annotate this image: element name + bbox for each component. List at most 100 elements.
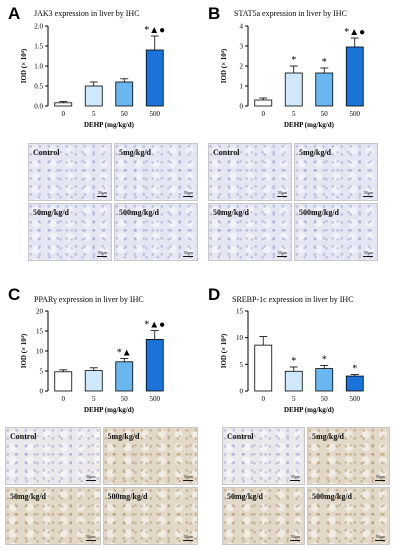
photo-label: 50mg/kg/d — [33, 208, 70, 217]
y-tick-label: 1.0 — [34, 63, 43, 71]
photo-label: Control — [213, 148, 240, 157]
x-tick-label: 50 — [321, 395, 329, 403]
scale-bar — [85, 480, 96, 481]
scale-bar — [97, 196, 107, 197]
significance-marker: *▲ — [117, 348, 132, 359]
chart-title: PPARγ expression in liver by IHC — [34, 295, 144, 304]
x-tick-label: 50 — [321, 110, 329, 118]
scale-bar — [375, 540, 385, 541]
bar — [115, 361, 134, 392]
bar — [84, 85, 103, 107]
panel-letter: D — [208, 285, 221, 304]
significance-marker: * — [291, 55, 296, 66]
ihc-photo: Control 50μm — [222, 427, 305, 485]
bar — [315, 72, 334, 107]
bar — [284, 370, 303, 392]
ihc-photo: 500mg/kg/d 50μm — [114, 203, 198, 261]
x-tick-label: 50 — [121, 395, 129, 403]
bar — [145, 49, 164, 107]
scale-bar-label: 50μm — [375, 474, 385, 479]
y-tick-label: 10 — [236, 334, 244, 342]
ihc-photo: 50mg/kg/d 50μm — [28, 203, 112, 261]
y-axis-label: IOD (× 10⁴) — [220, 333, 228, 368]
x-tick-label: 0 — [262, 395, 266, 403]
ihc-photo-grid: Control 50μm 5mg/kg/d 50μm 50mg/kg/d 50μm 500m… — [208, 143, 378, 261]
significance-marker: *▲● — [344, 27, 365, 38]
bar — [254, 99, 273, 107]
ihc-photo: 500mg/kg/d 50μm — [102, 487, 198, 545]
bar — [84, 370, 103, 392]
ihc-photo: 500mg/kg/d 50μm — [307, 487, 390, 545]
y-tick-label: 1.5 — [34, 43, 43, 51]
y-tick-label: 0 — [240, 388, 244, 396]
bar — [315, 368, 334, 392]
scale-bar — [363, 256, 373, 257]
significance-marker: * — [352, 363, 357, 374]
photo-label: 5mg/kg/d — [299, 148, 332, 157]
chart-title: SREBP-1c expression in liver by IHC — [232, 295, 354, 304]
photo-label: 5mg/kg/d — [312, 432, 345, 441]
bar — [254, 344, 273, 392]
photo-label: 5mg/kg/d — [107, 432, 140, 441]
significance-marker: *▲● — [144, 25, 165, 36]
panel-letter: B — [208, 4, 221, 23]
ihc-photo: 50mg/kg/d 50μm — [208, 203, 292, 261]
scale-bar-label: 50μm — [86, 474, 96, 479]
x-axis-label: DEHP (mg/kg/d) — [284, 406, 335, 414]
y-axis-label: IOD (× 10⁴) — [20, 48, 28, 83]
bar — [54, 371, 73, 392]
x-tick-label: 0 — [62, 395, 66, 403]
x-tick-label: 0 — [262, 110, 266, 118]
photo-label: 5mg/kg/d — [119, 148, 152, 157]
scale-bar-label: 50μm — [277, 190, 287, 195]
significance-marker: * — [322, 57, 327, 68]
y-tick-label: 0.5 — [34, 83, 43, 91]
scale-bar — [290, 480, 300, 481]
scale-bar-label: 50μm — [183, 250, 193, 255]
scale-bar — [85, 540, 96, 541]
bar — [115, 81, 134, 107]
ihc-photo: 5mg/kg/d 50μm — [307, 427, 390, 485]
scale-bar-label: 50μm — [183, 534, 193, 539]
y-tick-label: 15 — [236, 308, 244, 316]
scale-bar-label: 50μm — [183, 190, 193, 195]
chart-title: STAT5a expression in liver by IHC — [234, 9, 347, 18]
ihc-photo-grid: Control 50μm 5mg/kg/d 50μm 50mg/kg/d 50μm 500m… — [5, 427, 198, 545]
x-tick-label: 500 — [150, 395, 161, 403]
ihc-photo: 50mg/kg/d 50μm — [222, 487, 305, 545]
x-axis-label: DEHP (mg/kg/d) — [284, 121, 335, 129]
ihc-photo: 5mg/kg/d 50μm — [102, 427, 198, 485]
scale-bar-label: 50μm — [97, 190, 107, 195]
y-tick-label: 0.0 — [34, 103, 43, 111]
x-axis-label: DEHP (mg/kg/d) — [84, 121, 135, 129]
y-tick-label: 2 — [240, 63, 244, 71]
x-tick-label: 5 — [92, 110, 96, 118]
bar — [145, 339, 164, 392]
y-tick-label: 20 — [36, 308, 44, 316]
y-axis-label: IOD (× 10⁴) — [20, 333, 28, 368]
photo-label: 500mg/kg/d — [299, 208, 340, 217]
photo-label: Control — [33, 148, 60, 157]
y-tick-label: 2.0 — [34, 23, 43, 31]
photo-label: 50mg/kg/d — [227, 492, 264, 501]
scale-bar — [183, 196, 193, 197]
bar — [345, 46, 364, 107]
panel-c: C PPARγ expression in liver by IHC 0 5 10 1… — [0, 275, 200, 550]
panel-letter: C — [8, 285, 21, 304]
ihc-photo: Control 50μm — [28, 143, 112, 201]
bar-chart: 0.0 0.5 1.0 1.5 2.0 IOD (× 10⁴) 0 5 50 *▲● 500 DEHP… — [20, 23, 165, 130]
bar-chart: 0 5 10 15 20 IOD (× 10⁴) 0 5 *▲ 50 *▲● 500 DEHP (mg/… — [20, 308, 165, 415]
scale-bar — [363, 196, 373, 197]
photo-label: 500mg/kg/d — [312, 492, 353, 501]
x-tick-label: 500 — [350, 110, 361, 118]
y-tick-label: 0 — [240, 103, 244, 111]
significance-marker: *▲● — [144, 320, 165, 331]
x-tick-label: 500 — [350, 395, 361, 403]
scale-bar-label: 50μm — [183, 474, 193, 479]
x-tick-label: 500 — [150, 110, 161, 118]
scale-bar-label: 50μm — [277, 250, 287, 255]
panel-letter: A — [8, 4, 21, 23]
significance-marker: * — [322, 354, 327, 365]
y-tick-label: 4 — [240, 23, 244, 31]
ihc-photo-grid: Control 50μm 5mg/kg/d 50μm 50mg/kg/d 50μm 500m… — [222, 427, 390, 545]
